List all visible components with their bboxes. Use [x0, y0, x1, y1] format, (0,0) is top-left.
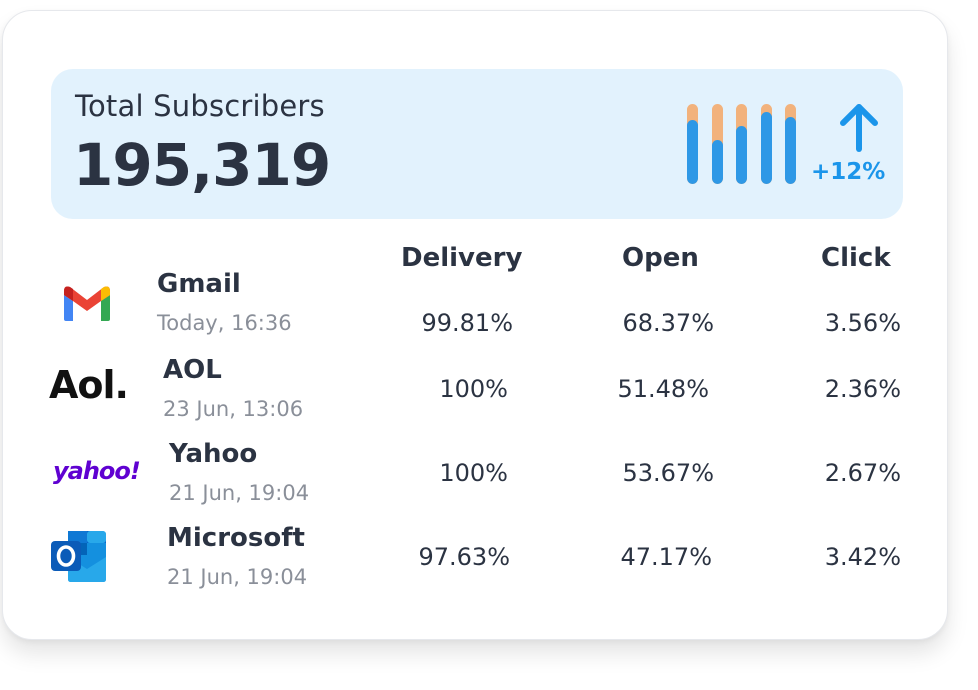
mini-bar-fill: [785, 117, 796, 184]
provider-time: 21 Jun, 19:04: [169, 481, 310, 505]
provider-time: Today, 16:36: [157, 311, 292, 335]
column-header-delivery: Delivery: [401, 243, 523, 273]
mini-bar-fill: [760, 112, 772, 184]
provider-time: 23 Jun, 13:06: [163, 397, 304, 421]
provider-name: Yahoo: [169, 439, 258, 469]
open-value: 68.37%: [622, 309, 714, 337]
gmail-icon: [64, 286, 110, 321]
mini-bar: [785, 104, 796, 184]
open-value: 47.17%: [620, 543, 712, 571]
mini-bar-fill: [736, 126, 747, 184]
yahoo-logo: yahoo!: [53, 457, 141, 485]
trend-indicator: +12%: [807, 101, 887, 191]
open-value: 51.48%: [617, 375, 709, 403]
open-value: 53.67%: [622, 459, 714, 487]
mini-bar: [760, 104, 772, 184]
total-subscribers-label: Total Subscribers: [75, 89, 325, 123]
click-value: 3.42%: [824, 543, 901, 571]
mini-bar: [687, 104, 698, 184]
provider-time: 21 Jun, 19:04: [167, 565, 308, 589]
column-header-click: Click: [821, 243, 891, 273]
delivery-value: 100%: [439, 459, 508, 487]
subscriber-mini-bar-chart: [687, 104, 799, 184]
mini-bar: [711, 104, 723, 184]
aol-logo: Aol.: [49, 363, 129, 407]
click-value: 2.67%: [824, 459, 901, 487]
delivery-value: 99.81%: [421, 309, 513, 337]
mini-bar-fill: [687, 120, 698, 184]
provider-name: Gmail: [157, 269, 241, 299]
mini-bar-fill: [711, 140, 723, 184]
provider-name: Microsoft: [167, 523, 305, 553]
outlook-icon: [51, 531, 106, 582]
mini-bar: [736, 104, 747, 184]
arrow-up-icon: [840, 104, 878, 152]
column-header-open: Open: [622, 243, 699, 273]
provider-name: AOL: [163, 355, 222, 385]
click-value: 3.56%: [824, 309, 901, 337]
subscribers-card: Total Subscribers 195,319 +12% Delivery …: [2, 10, 948, 640]
delivery-value: 97.63%: [418, 543, 510, 571]
trend-percentage: +12%: [811, 159, 886, 185]
click-value: 2.36%: [824, 375, 901, 403]
delivery-value: 100%: [439, 375, 508, 403]
total-subscribers-value: 195,319: [73, 131, 331, 199]
total-subscribers-panel: Total Subscribers 195,319 +12%: [51, 69, 903, 219]
